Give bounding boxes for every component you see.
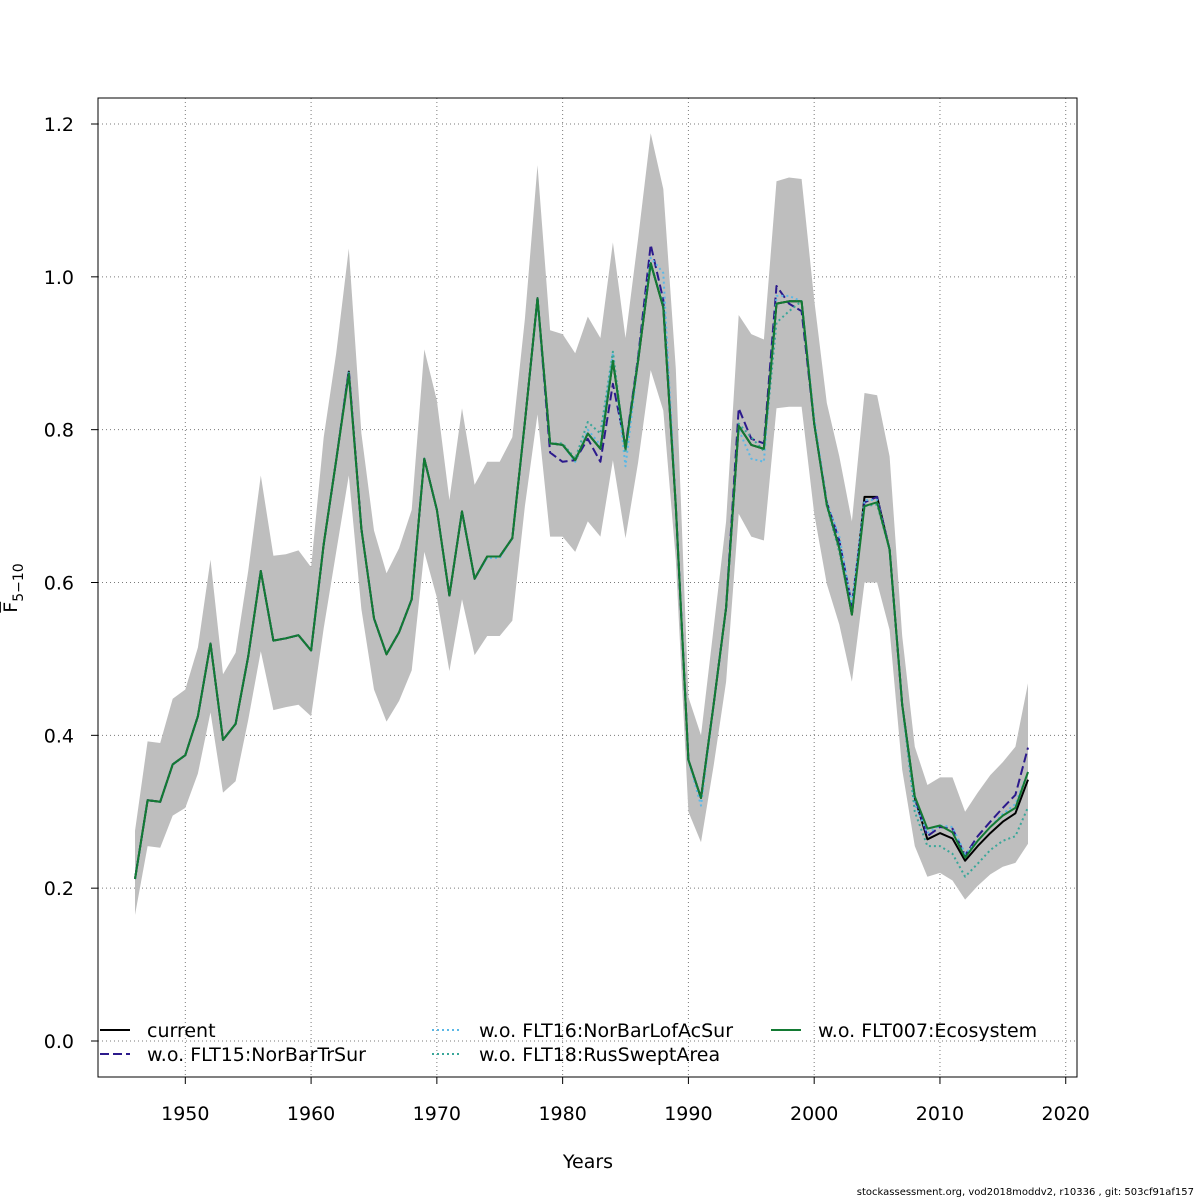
x-axis-label: Years (562, 1151, 613, 1173)
y-axis-label-sub: 5−10 (11, 563, 27, 601)
y-tick-label: 0.2 (44, 878, 74, 900)
confidence-band-group (135, 133, 1028, 915)
plot-frame (97, 97, 1078, 1078)
x-tick-label: 1950 (161, 1103, 209, 1125)
legend-item: current (100, 1020, 216, 1042)
legend-label: w.o. FLT15:NorBarTrSur (147, 1044, 366, 1066)
legend-item: w.o. FLT15:NorBarTrSur (100, 1044, 366, 1066)
legend-label: w.o. FLT16:NorBarLofAcSur (479, 1020, 733, 1042)
legend-label: current (147, 1020, 216, 1042)
y-axis-label: F5−10 (0, 563, 27, 612)
legend-item: w.o. FLT16:NorBarLofAcSur (432, 1020, 733, 1042)
x-tick-label: 2010 (916, 1103, 964, 1125)
y-tick-label: 0.4 (44, 725, 74, 747)
x-tick-label: 2000 (790, 1103, 838, 1125)
y-tick-label: 1.2 (44, 114, 74, 136)
x-tick-label: 1970 (413, 1103, 461, 1125)
x-tick-label: 1990 (664, 1103, 712, 1125)
x-tick-label: 2020 (1042, 1103, 1090, 1125)
legend-label: w.o. FLT18:RusSweptArea (479, 1044, 720, 1066)
x-tick-label: 1980 (538, 1103, 586, 1125)
y-tick-label: 0.0 (44, 1031, 74, 1053)
legend-label: w.o. FLT007:Ecosystem (818, 1020, 1037, 1042)
legend-item: w.o. FLT18:RusSweptArea (432, 1044, 720, 1066)
series-lines (134, 243, 1029, 880)
x-axis: 1950 1960 1970 1980 1990 2000 2010 2020 (161, 1076, 1090, 1125)
legend-item: w.o. FLT007:Ecosystem (771, 1020, 1037, 1042)
x-tick-label: 1960 (287, 1103, 335, 1125)
y-tick-label: 0.8 (44, 420, 74, 442)
footer-credit: stockassessment.org, vod2018moddv2, r103… (856, 1187, 1194, 1198)
y-tick-label: 1.0 (44, 267, 74, 289)
y-tick-label: 0.6 (44, 573, 74, 595)
y-axis-label-main: F (0, 602, 22, 613)
confidence-band (135, 133, 1028, 915)
series-line (134, 262, 1029, 880)
grid-lines (98, 98, 1077, 1077)
y-axis: 0.0 0.2 0.4 0.6 0.8 1.0 1.2 (44, 114, 99, 1053)
